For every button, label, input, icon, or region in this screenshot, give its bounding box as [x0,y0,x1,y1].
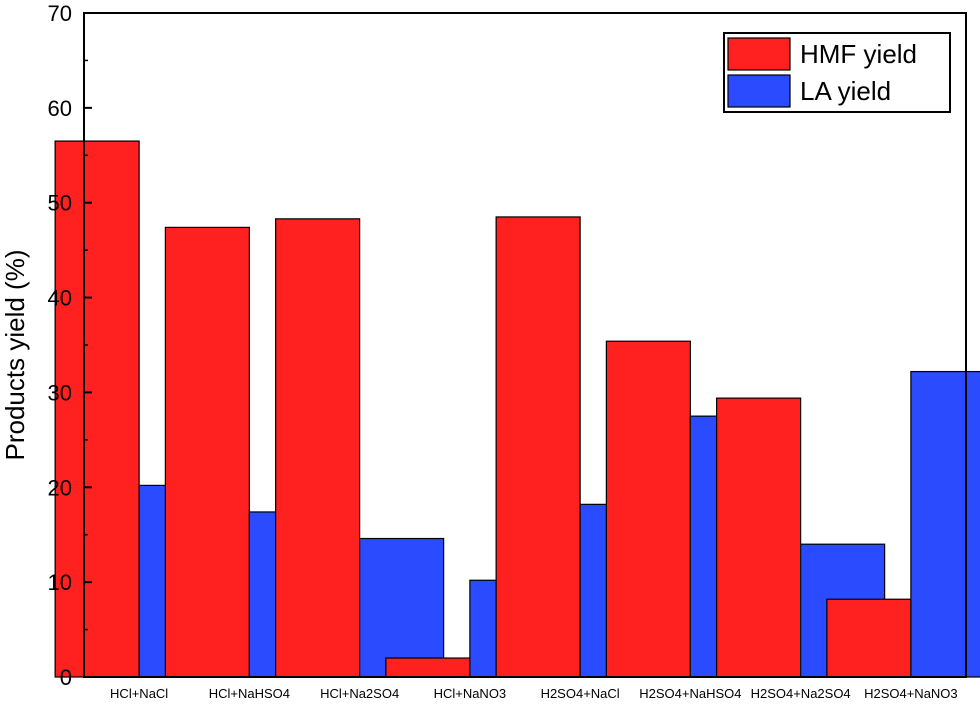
y-tick-label: 20 [48,475,72,500]
x-category-label: HCl+NaNO3 [434,686,507,701]
y-tick-label: 50 [48,191,72,216]
bar-hmf-1 [164,226,250,678]
bar-hmf-0 [54,140,140,678]
bar-hmf-6 [716,397,802,678]
x-category-label: HCl+Na2SO4 [320,686,399,701]
y-tick-label: 30 [48,380,72,405]
y-tick-label: 40 [48,286,72,311]
x-category-label: H2SO4+Na2SO4 [751,686,851,701]
x-category-label: HCl+NaHSO4 [209,686,290,701]
x-category-label: HCl+NaCl [110,686,168,701]
y-axis: 0 10 20 30 40 50 60 70 [48,1,92,690]
bar-hmf-5 [605,340,691,678]
x-category-label: H2SO4+NaHSO4 [639,686,741,701]
legend-label-1: LA yield [800,76,891,106]
legend-swatch-0 [727,37,791,71]
bar-hmf-3 [385,657,471,678]
legend-label-0: HMF yield [800,39,917,69]
bar-la-2 [359,537,445,678]
bars-layer [54,140,980,678]
y-axis-title: Products yield (%) [0,250,30,461]
x-category-label: H2SO4+NaNO3 [864,686,958,701]
x-axis: HCl+NaCl HCl+NaHSO4 HCl+Na2SO4 HCl+NaNO3 H2S… [110,686,958,701]
x-category-label: H2SO4+NaCl [541,686,620,701]
legend-swatch-1 [727,74,791,108]
bar-hmf-4 [495,216,581,678]
bar-hmf-7 [826,598,912,678]
bar-hmf-2 [275,218,361,678]
y-tick-label: 60 [48,96,72,121]
y-tick-label: 0 [60,665,72,690]
bar-la-7 [910,370,980,678]
y-tick-label: 70 [48,1,72,26]
y-tick-label: 10 [48,570,72,595]
legend: HMF yield LA yield [723,32,951,113]
